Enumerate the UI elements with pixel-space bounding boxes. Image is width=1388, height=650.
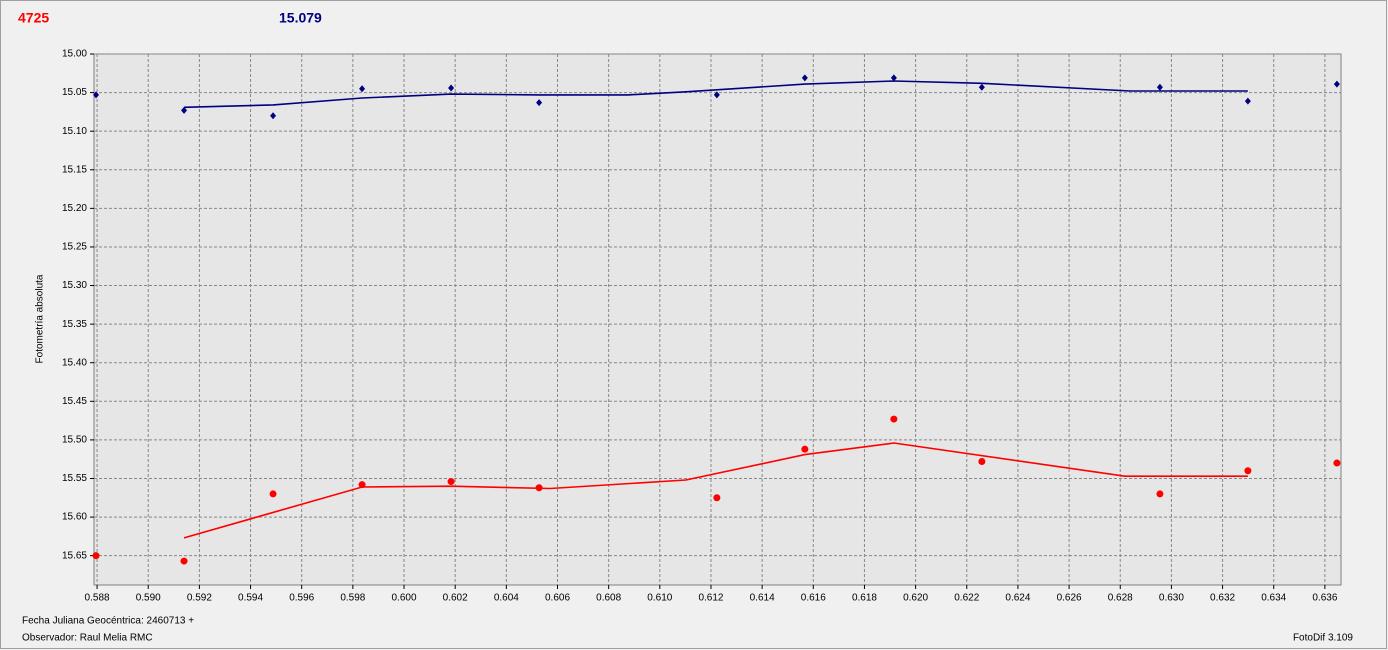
- x-tick-label: 0.590: [136, 593, 161, 604]
- data-point: [1244, 467, 1252, 475]
- x-tick-label: 0.592: [187, 593, 212, 604]
- x-tick-label: 0.636: [1312, 593, 1337, 604]
- y-tick-label: 15.40: [62, 357, 87, 368]
- x-tick-label: 0.588: [85, 593, 110, 604]
- x-tick-label: 0.614: [750, 593, 775, 604]
- y-tick-label: 15.65: [62, 550, 87, 561]
- data-point: [180, 557, 188, 565]
- footer-right: FotoDif 3.109: [1293, 633, 1353, 644]
- y-tick-label: 15.30: [62, 280, 87, 291]
- x-tick-label: 0.606: [545, 593, 570, 604]
- x-tick-label: 0.596: [289, 593, 314, 604]
- data-point: [270, 112, 277, 120]
- y-tick-label: 15.45: [62, 396, 87, 407]
- x-tick-label: 0.604: [494, 593, 519, 604]
- data-point: [978, 83, 985, 91]
- x-tick-label: 0.608: [596, 593, 621, 604]
- y-tick-label: 15.35: [62, 319, 87, 330]
- y-tick-label: 15.00: [62, 49, 87, 60]
- footer-line: Observador: Raul Melia RMC: [22, 633, 153, 644]
- x-tick-label: 0.630: [1159, 593, 1184, 604]
- data-point: [181, 106, 188, 114]
- header-right: 15.079: [279, 10, 322, 26]
- data-point: [890, 74, 897, 82]
- header-left: 4725: [18, 10, 49, 26]
- plot-area: [93, 53, 1342, 586]
- x-tick-label: 0.632: [1210, 593, 1235, 604]
- data-point: [1333, 459, 1341, 467]
- data-point: [1333, 80, 1340, 88]
- data-point: [269, 490, 277, 498]
- y-axis-label: Fotometría absoluta: [35, 274, 46, 363]
- data-point: [359, 85, 366, 93]
- x-tick-label: 0.600: [392, 593, 417, 604]
- data-point: [1156, 83, 1163, 91]
- y-tick-label: 15.20: [62, 203, 87, 214]
- data-point: [536, 99, 543, 107]
- data-point: [447, 478, 455, 486]
- y-tick-label: 15.25: [62, 242, 87, 253]
- data-point: [713, 494, 721, 502]
- data-point: [801, 445, 809, 453]
- data-point: [448, 84, 455, 92]
- y-tick-label: 15.60: [62, 512, 87, 523]
- x-tick-label: 0.594: [238, 593, 263, 604]
- data-point: [1156, 490, 1164, 498]
- y-tick-label: 15.05: [62, 87, 87, 98]
- data-point: [92, 552, 100, 560]
- x-tick-label: 0.616: [801, 593, 826, 604]
- data-point: [1244, 97, 1251, 105]
- x-tick-label: 0.626: [1057, 593, 1082, 604]
- x-tick-label: 0.634: [1261, 593, 1286, 604]
- x-tick-label: 0.620: [903, 593, 928, 604]
- fit-line: [183, 442, 1248, 539]
- data-point: [978, 458, 986, 466]
- y-tick-label: 15.10: [62, 126, 87, 137]
- x-tick-label: 0.624: [1005, 593, 1030, 604]
- y-tick-label: 15.15: [62, 164, 87, 175]
- y-tick-label: 15.50: [62, 435, 87, 446]
- x-tick-label: 0.612: [698, 593, 723, 604]
- y-tick-label: 15.55: [62, 473, 87, 484]
- x-tick-label: 0.618: [852, 593, 877, 604]
- x-tick-label: 0.628: [1108, 593, 1133, 604]
- x-tick-label: 0.622: [954, 593, 979, 604]
- x-tick-label: 0.610: [647, 593, 672, 604]
- footer-line: Fecha Juliana Geocéntrica: 2460713 +: [22, 616, 194, 627]
- data-point: [713, 91, 720, 99]
- data-point: [801, 74, 808, 82]
- x-tick-label: 0.598: [340, 593, 365, 604]
- data-point: [93, 91, 100, 99]
- data-point: [890, 415, 898, 423]
- x-tick-label: 0.602: [443, 593, 468, 604]
- fit-line: [183, 80, 1248, 109]
